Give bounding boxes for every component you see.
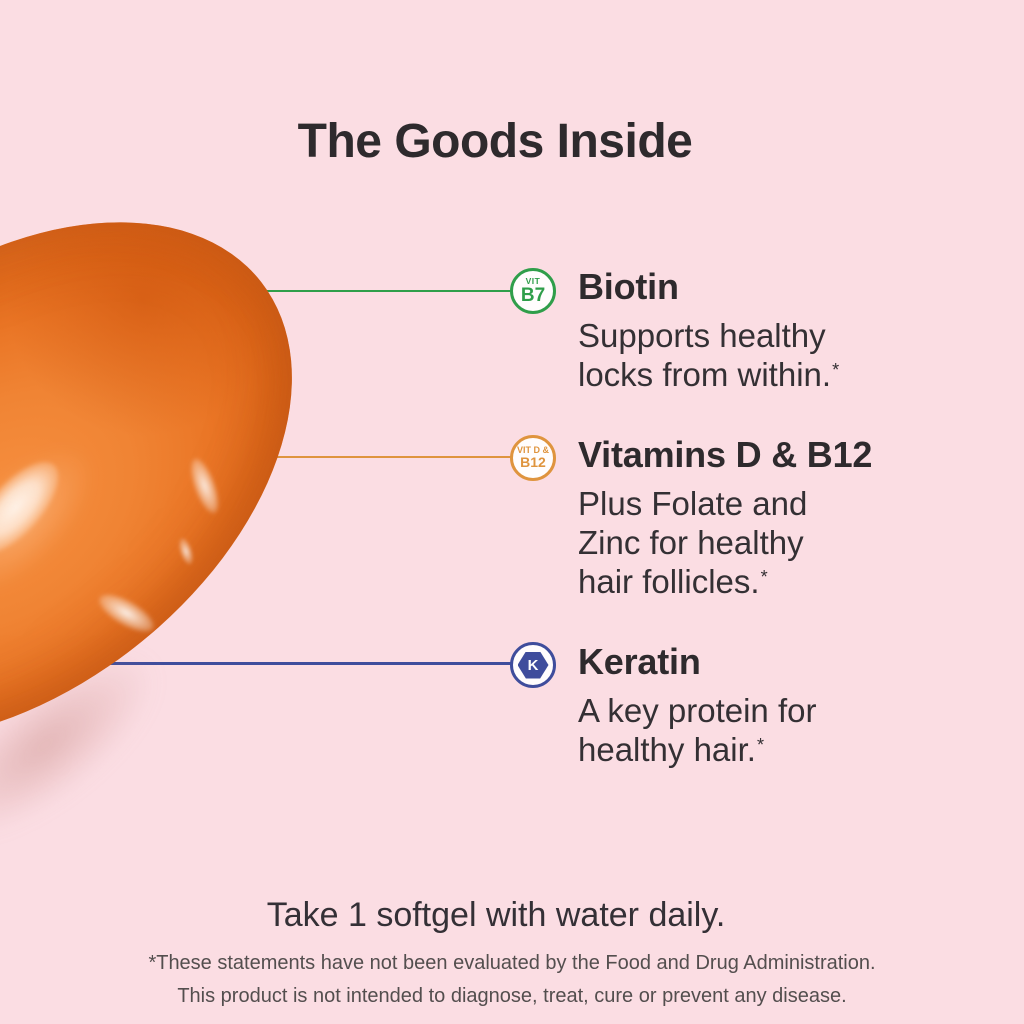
- badge-main-text: B12: [520, 454, 546, 470]
- page-title: The Goods Inside: [297, 115, 693, 169]
- vit-d-b12-badge-icon: VIT D & B12: [510, 435, 556, 481]
- callout-biotin: Biotin Supports healthy locks from within…: [578, 267, 839, 400]
- keratin-badge-icon: K: [510, 642, 556, 688]
- callout-heading: Keratin: [578, 641, 701, 682]
- capsule-highlight: [185, 455, 225, 517]
- hexagon-icon: K: [517, 651, 549, 679]
- capsule-highlight: [0, 448, 73, 568]
- badge-main-text: K: [527, 656, 539, 674]
- callout-heading: Vitamins D & B12: [578, 434, 873, 475]
- capsule-highlight: [175, 536, 197, 567]
- callout-body: Plus Folate and Zinc for healthy hair foll…: [578, 485, 808, 600]
- callout-body: A key protein for healthy hair.*: [578, 692, 817, 768]
- callout-heading: Biotin: [578, 266, 679, 307]
- callout-keratin: Keratin A key protein for healthy hair.*: [578, 642, 816, 775]
- callout-body: Supports healthy locks from within.*: [578, 317, 840, 393]
- connector-line-vitamins: [268, 456, 516, 458]
- badge-top-text: VIT: [525, 276, 541, 286]
- connector-line-keratin: [105, 662, 516, 665]
- dosage-text: Take 1 softgel with water daily.: [266, 896, 726, 934]
- disclaimer-text: *These statements have not been evaluate…: [148, 952, 876, 1007]
- badge-main-text: B7: [520, 285, 546, 306]
- connector-line-biotin: [250, 290, 516, 292]
- vit-b7-badge-icon: VIT B7: [510, 268, 556, 314]
- callout-vitamins-d-b12: Vitamins D & B12 Plus Folate and Zinc for…: [578, 435, 872, 607]
- badge-top-text: VIT D &: [516, 445, 549, 455]
- capsule-highlight: [93, 587, 160, 639]
